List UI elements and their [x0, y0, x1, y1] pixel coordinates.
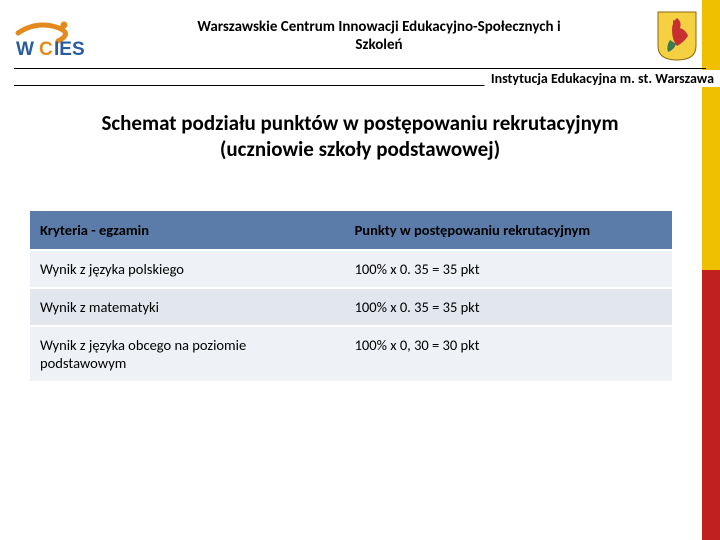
institution-subtitle: Instytucja Edukacyjna m. st. Warszawa	[485, 70, 720, 87]
title-line1: Schemat podziału punktów w postępowaniu …	[30, 110, 690, 136]
org-name: Warszawskie Centrum Innowacji Edukacyjno…	[114, 18, 644, 54]
svg-text:C: C	[39, 39, 53, 60]
table-header-row: Kryteria - egzamin Punkty w postępowaniu…	[30, 211, 672, 250]
header-divider-top	[14, 68, 706, 69]
cell-criterion: Wynik z języka obcego na poziomie podsta…	[30, 326, 345, 382]
svg-text:IES: IES	[54, 39, 85, 60]
warsaw-crest-icon	[654, 8, 700, 64]
table-row: Wynik z języka obcego na poziomie podsta…	[30, 326, 672, 382]
stripe-red	[702, 270, 720, 540]
cell-criterion: Wynik z matematyki	[30, 288, 345, 326]
table-row: Wynik z języka polskiego 100% x 0. 35 = …	[30, 250, 672, 288]
cell-points: 100% x 0, 30 = 30 pkt	[345, 326, 672, 382]
svg-text:W: W	[16, 39, 34, 60]
wcies-logo: W C IES	[14, 8, 104, 64]
title-line2: (uczniowie szkoły podstawowej)	[30, 136, 690, 162]
criteria-table-wrap: Kryteria - egzamin Punkty w postępowaniu…	[30, 211, 672, 383]
org-name-line2: Szkoleń	[120, 36, 638, 54]
cell-points: 100% x 0. 35 = 35 pkt	[345, 250, 672, 288]
page-title: Schemat podziału punktów w postępowaniu …	[30, 110, 690, 163]
criteria-table: Kryteria - egzamin Punkty w postępowaniu…	[30, 211, 672, 383]
cell-criterion: Wynik z języka polskiego	[30, 250, 345, 288]
table-row: Wynik z matematyki 100% x 0. 35 = 35 pkt	[30, 288, 672, 326]
th-points: Punkty w postępowaniu rekrutacyjnym	[345, 211, 672, 250]
cell-points: 100% x 0. 35 = 35 pkt	[345, 288, 672, 326]
th-criteria: Kryteria - egzamin	[30, 211, 345, 250]
org-name-line1: Warszawskie Centrum Innowacji Edukacyjno…	[120, 18, 638, 36]
page-header: W C IES Warszawskie Centrum Innowacji Ed…	[0, 0, 720, 64]
stripe-yellow	[702, 0, 720, 270]
